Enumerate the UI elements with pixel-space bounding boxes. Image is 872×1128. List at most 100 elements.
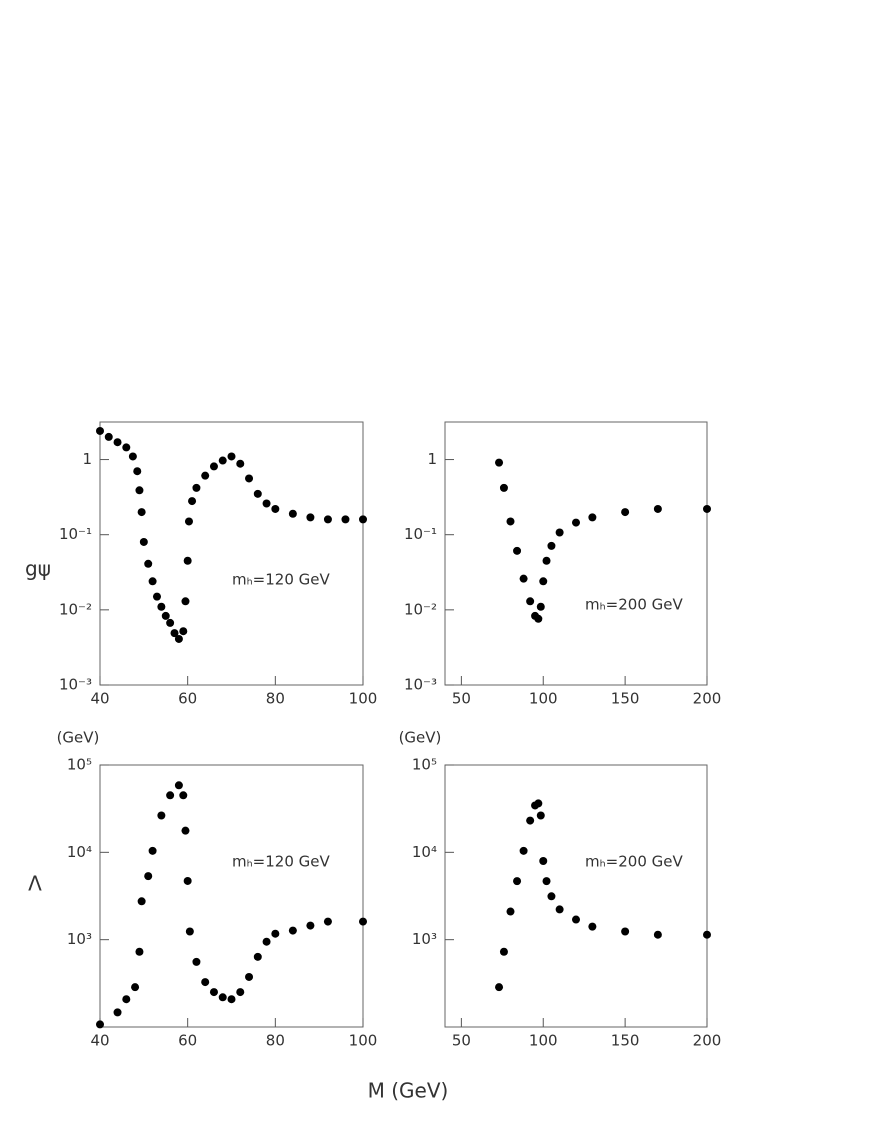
annotation: mₕ=120 GeV [232, 853, 330, 871]
data-point [148, 577, 157, 586]
data-point [139, 537, 148, 546]
x-axis-label: M (GeV) [368, 1079, 449, 1103]
data-point [519, 846, 528, 855]
data-point [245, 972, 254, 981]
data-point [166, 791, 175, 800]
data-point [113, 1008, 122, 1017]
x-tick-label: 80 [266, 1032, 285, 1050]
data-point [188, 497, 197, 506]
data-point [218, 993, 227, 1002]
data-point [526, 816, 535, 825]
data-point [539, 577, 548, 586]
y-tick-label: 10⁵ [412, 756, 437, 774]
data-point [144, 559, 153, 568]
data-point [144, 872, 153, 881]
plot-frame [99, 421, 364, 686]
data-point [183, 556, 192, 565]
data-point [542, 877, 551, 886]
y-axis-label: gψ [25, 557, 51, 581]
data-point [495, 458, 504, 467]
x-tick-label: 150 [611, 1032, 640, 1050]
data-point [135, 947, 144, 956]
data-point [588, 922, 597, 931]
data-point [179, 627, 188, 636]
y-axis-label: Λ [28, 872, 42, 896]
plot-frame [99, 764, 364, 1028]
x-tick-label: 100 [529, 1032, 558, 1050]
x-tick-label: 100 [529, 690, 558, 708]
data-point [323, 515, 332, 524]
y-tick-label: 10⁵ [67, 756, 92, 774]
data-point [179, 791, 188, 800]
x-tick-label: 40 [90, 690, 109, 708]
data-point [499, 483, 508, 492]
y-tick-label: 10³ [67, 930, 92, 948]
data-point [526, 597, 535, 606]
y-tick-label: 10⁻¹ [404, 525, 437, 543]
data-point [166, 618, 175, 627]
data-point [174, 634, 183, 643]
data-point [201, 471, 210, 480]
data-point [122, 443, 131, 452]
data-point [227, 452, 236, 461]
data-point [174, 781, 183, 790]
data-point [555, 905, 564, 914]
data-point [539, 856, 548, 865]
y-tick-label: 1 [82, 450, 92, 468]
data-point [131, 983, 140, 992]
x-tick-label: 150 [611, 690, 640, 708]
x-tick-label: 40 [90, 1032, 109, 1050]
data-point [137, 897, 146, 906]
plot-frame [444, 764, 708, 1028]
data-point [104, 432, 113, 441]
data-point [547, 892, 556, 901]
data-point [170, 629, 179, 638]
data-point [653, 930, 662, 939]
y-tick-label: 10³ [412, 930, 437, 948]
data-point [288, 926, 297, 935]
data-point [703, 930, 711, 939]
data-point [157, 811, 166, 820]
data-point [122, 995, 131, 1004]
data-point [621, 927, 630, 936]
data-point [181, 597, 190, 606]
data-point [96, 426, 104, 435]
y-tick-label: 10⁴ [412, 843, 437, 861]
x-tick-label: 200 [693, 690, 722, 708]
x-tick-label: 100 [349, 690, 378, 708]
data-point [536, 811, 545, 820]
data-point [236, 459, 245, 468]
data-point [185, 927, 194, 936]
data-point [135, 486, 144, 495]
data-point [245, 474, 254, 483]
data-point [547, 541, 556, 550]
data-point [519, 574, 528, 583]
y-tick-label: 10⁻³ [404, 676, 437, 694]
data-point [184, 517, 193, 526]
x-tick-label: 50 [452, 690, 471, 708]
annotation: mₕ=120 GeV [232, 571, 330, 589]
x-tick-label: 60 [178, 690, 197, 708]
x-tick-label: 100 [349, 1032, 378, 1050]
data-point [253, 952, 262, 961]
data-point [209, 462, 218, 471]
data-point [181, 826, 190, 835]
data-point [113, 438, 122, 447]
data-point [323, 917, 332, 926]
data-point [495, 983, 504, 992]
data-point [534, 799, 543, 808]
data-point [96, 1020, 104, 1029]
data-point [703, 504, 711, 513]
data-point [341, 515, 350, 524]
data-point [542, 556, 551, 565]
data-point [359, 917, 367, 926]
data-point [572, 518, 580, 527]
data-point [152, 592, 161, 601]
data-point [534, 614, 543, 623]
data-point [253, 489, 262, 498]
y-tick-label: 10⁴ [67, 843, 92, 861]
x-tick-label: 60 [178, 1032, 197, 1050]
data-point [653, 504, 662, 513]
data-point [262, 499, 271, 508]
